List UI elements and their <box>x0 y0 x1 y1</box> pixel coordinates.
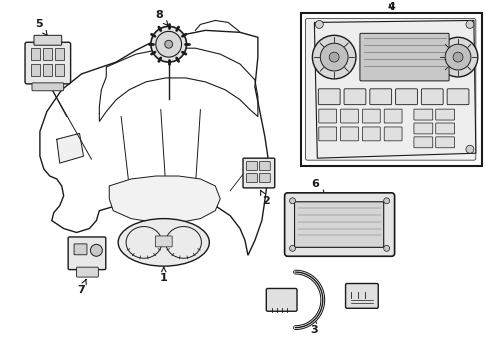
FancyBboxPatch shape <box>32 83 63 91</box>
FancyBboxPatch shape <box>362 109 380 123</box>
FancyBboxPatch shape <box>369 89 391 105</box>
FancyBboxPatch shape <box>25 42 70 84</box>
FancyBboxPatch shape <box>74 244 87 255</box>
Circle shape <box>289 246 295 251</box>
Circle shape <box>312 35 355 79</box>
FancyBboxPatch shape <box>435 109 454 120</box>
FancyBboxPatch shape <box>155 236 172 247</box>
FancyBboxPatch shape <box>384 109 401 123</box>
Circle shape <box>151 26 186 62</box>
Circle shape <box>164 40 172 48</box>
FancyBboxPatch shape <box>340 127 358 141</box>
Polygon shape <box>314 21 475 158</box>
FancyBboxPatch shape <box>435 137 454 148</box>
FancyBboxPatch shape <box>318 127 336 141</box>
Text: 8: 8 <box>155 9 167 26</box>
FancyBboxPatch shape <box>77 267 98 277</box>
FancyBboxPatch shape <box>344 89 365 105</box>
FancyBboxPatch shape <box>395 89 417 105</box>
Circle shape <box>465 21 473 28</box>
FancyBboxPatch shape <box>284 193 394 256</box>
FancyBboxPatch shape <box>446 89 468 105</box>
Circle shape <box>289 198 295 204</box>
FancyBboxPatch shape <box>34 35 61 45</box>
Polygon shape <box>57 134 83 163</box>
Circle shape <box>156 31 181 57</box>
Bar <box>43 64 52 76</box>
Circle shape <box>320 43 347 71</box>
FancyBboxPatch shape <box>246 174 257 183</box>
FancyBboxPatch shape <box>318 109 336 123</box>
FancyBboxPatch shape <box>435 123 454 134</box>
FancyBboxPatch shape <box>384 127 401 141</box>
Circle shape <box>328 52 339 62</box>
Text: 7: 7 <box>78 279 86 295</box>
Circle shape <box>383 246 389 251</box>
FancyBboxPatch shape <box>259 162 270 171</box>
FancyBboxPatch shape <box>359 33 448 81</box>
FancyBboxPatch shape <box>413 123 432 134</box>
Circle shape <box>90 244 102 256</box>
FancyBboxPatch shape <box>318 89 340 105</box>
Bar <box>31 64 40 76</box>
Text: 1: 1 <box>160 267 167 283</box>
Bar <box>31 48 40 60</box>
Text: 6: 6 <box>311 179 324 195</box>
Text: 2: 2 <box>260 190 269 206</box>
FancyBboxPatch shape <box>259 174 270 183</box>
Circle shape <box>465 145 473 153</box>
FancyBboxPatch shape <box>294 202 383 247</box>
FancyBboxPatch shape <box>413 109 432 120</box>
Text: 5: 5 <box>35 19 47 35</box>
FancyBboxPatch shape <box>421 89 442 105</box>
Circle shape <box>383 198 389 204</box>
Circle shape <box>315 21 323 28</box>
FancyBboxPatch shape <box>362 127 380 141</box>
FancyBboxPatch shape <box>266 288 296 311</box>
FancyBboxPatch shape <box>243 158 274 188</box>
Text: 4: 4 <box>387 1 395 12</box>
Bar <box>301 13 481 166</box>
FancyBboxPatch shape <box>340 109 358 123</box>
FancyBboxPatch shape <box>68 237 105 270</box>
Bar <box>55 48 63 60</box>
FancyBboxPatch shape <box>345 284 378 308</box>
Polygon shape <box>109 176 220 222</box>
Bar <box>55 64 63 76</box>
Circle shape <box>444 44 470 70</box>
FancyBboxPatch shape <box>305 18 475 160</box>
Text: 3: 3 <box>310 319 318 334</box>
Bar <box>43 48 52 60</box>
Circle shape <box>452 52 462 62</box>
Ellipse shape <box>118 219 209 266</box>
Circle shape <box>437 37 477 77</box>
FancyBboxPatch shape <box>413 137 432 148</box>
FancyBboxPatch shape <box>246 162 257 171</box>
